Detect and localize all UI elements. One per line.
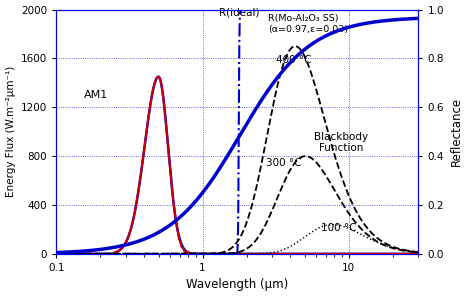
Y-axis label: Reflectance: Reflectance: [449, 97, 462, 166]
Text: R(Mo-Al₂O₃ SS)
(α=0.97,ε=0.03): R(Mo-Al₂O₃ SS) (α=0.97,ε=0.03): [268, 14, 348, 34]
Text: Blackbody
Function: Blackbody Function: [314, 132, 368, 153]
Text: AM1: AM1: [84, 89, 109, 99]
Y-axis label: Energy Flux (W.m⁻²μm⁻¹): Energy Flux (W.m⁻²μm⁻¹): [6, 66, 15, 197]
Text: 400 °C: 400 °C: [276, 55, 312, 65]
Text: 300 °C: 300 °C: [265, 158, 301, 168]
Text: 100 °C: 100 °C: [322, 223, 357, 233]
Text: R(ideal): R(ideal): [219, 8, 259, 18]
X-axis label: Wavelength (μm): Wavelength (μm): [186, 279, 288, 291]
